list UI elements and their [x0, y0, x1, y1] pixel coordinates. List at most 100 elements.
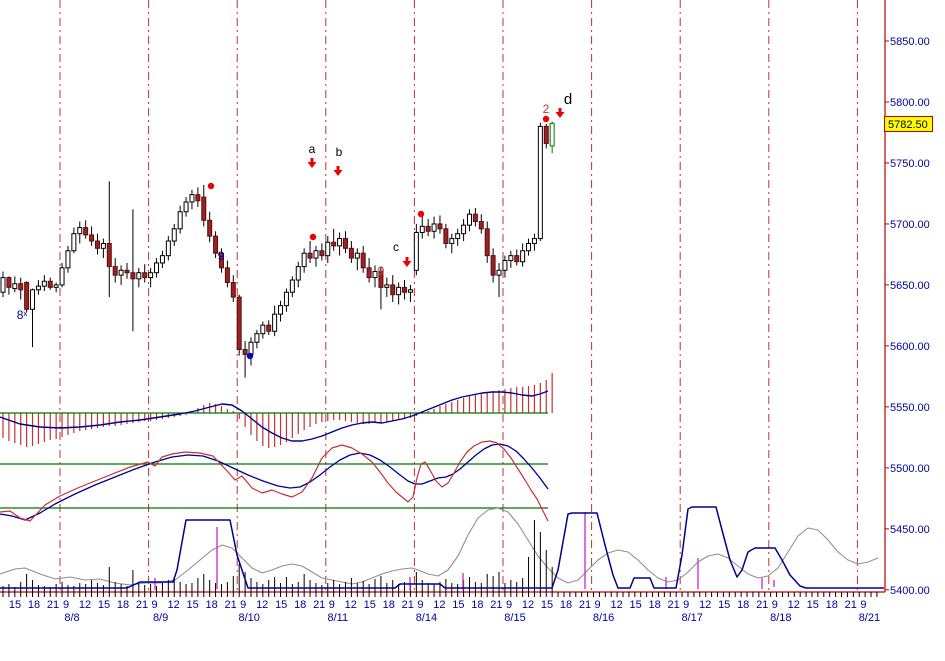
candle-body	[366, 267, 372, 279]
candle-body	[71, 233, 77, 252]
candle-body	[531, 238, 537, 244]
candle-body	[260, 324, 266, 335]
candle-body	[278, 305, 284, 315]
hour-label: 18	[560, 599, 572, 611]
candle-body	[18, 283, 24, 291]
candle-body	[543, 125, 549, 144]
hour-label: 12	[522, 599, 534, 611]
hour-label: 18	[471, 599, 483, 611]
candle-body	[490, 255, 496, 276]
candle-body	[455, 233, 461, 240]
candle-body	[0, 277, 6, 293]
hour-label: 15	[275, 599, 287, 611]
last-price-tag: 5782.50	[884, 116, 933, 132]
hour-label: 15	[186, 599, 198, 611]
candle-body	[142, 272, 148, 279]
candle-body	[6, 277, 12, 288]
macd-signal-line	[0, 390, 549, 442]
price-label: 5450.00	[890, 524, 930, 536]
hour-label: 21	[224, 599, 236, 611]
stoch-k-line	[0, 440, 549, 522]
hour-label: 15	[541, 599, 553, 611]
candle-body	[478, 220, 484, 230]
price-label: 5750.00	[890, 158, 930, 170]
candle-body	[461, 224, 467, 235]
signal-volume-panel	[0, 506, 884, 592]
candlestick-series	[0, 121, 555, 378]
annotation-label: d	[564, 91, 572, 108]
candle-body	[384, 284, 390, 288]
hour-label: 9	[152, 599, 158, 611]
candle-body	[307, 252, 313, 259]
candle-body	[390, 284, 396, 296]
annotation-label: 9	[218, 249, 225, 263]
candle-body	[283, 291, 289, 307]
down-arrow-stem	[310, 158, 314, 162]
day-gridlines	[59, 0, 858, 592]
candle-body	[24, 281, 30, 310]
price-label: 5550.00	[890, 402, 930, 414]
candle-body	[520, 250, 526, 263]
hour-label: 12	[699, 599, 711, 611]
hour-label: 12	[610, 599, 622, 611]
candle-body	[30, 289, 36, 310]
candle-body	[236, 296, 242, 351]
candle-body	[254, 333, 260, 343]
candle-body	[201, 196, 207, 221]
hour-label: 18	[205, 599, 217, 611]
candle-body	[378, 270, 384, 288]
hour-label: 18	[28, 599, 40, 611]
hour-label: 15	[9, 599, 21, 611]
candle-body	[154, 262, 160, 274]
date-label: 8/21	[859, 612, 880, 624]
candle-body	[35, 285, 41, 291]
hour-label: 9	[772, 599, 778, 611]
price-label: 5600.00	[890, 341, 930, 353]
hour-label: 21	[756, 599, 768, 611]
candle-body	[431, 223, 437, 232]
annotation-label: b	[336, 145, 343, 159]
candle-body	[12, 283, 18, 290]
hour-label: 15	[629, 599, 641, 611]
candle-body	[313, 250, 319, 259]
hour-label: 12	[433, 599, 445, 611]
hour-label: 9	[683, 599, 689, 611]
hour-label: 15	[364, 599, 376, 611]
date-label: 8/14	[416, 612, 437, 624]
signal-dot	[542, 115, 550, 123]
date-label: 8/11	[328, 612, 349, 624]
hour-label: 9	[506, 599, 512, 611]
candle-body	[272, 313, 278, 332]
price-label: 5850.00	[890, 36, 930, 48]
hour-label: 18	[294, 599, 306, 611]
candle-body	[230, 281, 236, 298]
candle-body	[53, 284, 59, 288]
candle-body	[148, 272, 154, 279]
last-price-tag-text: 5782.50	[888, 119, 928, 131]
candle-body	[360, 252, 366, 269]
signal-dot	[246, 352, 254, 360]
price-label: 5500.00	[890, 463, 930, 475]
down-arrow-icon	[333, 170, 343, 176]
hour-label: 21	[313, 599, 325, 611]
candle-body	[289, 279, 295, 293]
price-label: 5650.00	[890, 280, 930, 292]
date-label: 8/8	[64, 612, 79, 624]
hour-label: 9	[63, 599, 69, 611]
macd-panel	[0, 373, 553, 448]
candle-body	[372, 270, 378, 279]
candle-body	[331, 241, 337, 247]
candle-body	[77, 227, 83, 235]
hour-label: 15	[807, 599, 819, 611]
hour-label: 21	[845, 599, 857, 611]
hour-label: 18	[737, 599, 749, 611]
last-price-tag-box	[884, 116, 933, 132]
candle-body	[514, 255, 520, 263]
annotation-label: a	[309, 142, 316, 156]
bottom-step-line	[0, 506, 884, 589]
candle-body	[89, 234, 95, 242]
candle-body	[41, 280, 47, 287]
date-label: 8/16	[593, 612, 614, 624]
candle-body	[59, 267, 65, 286]
